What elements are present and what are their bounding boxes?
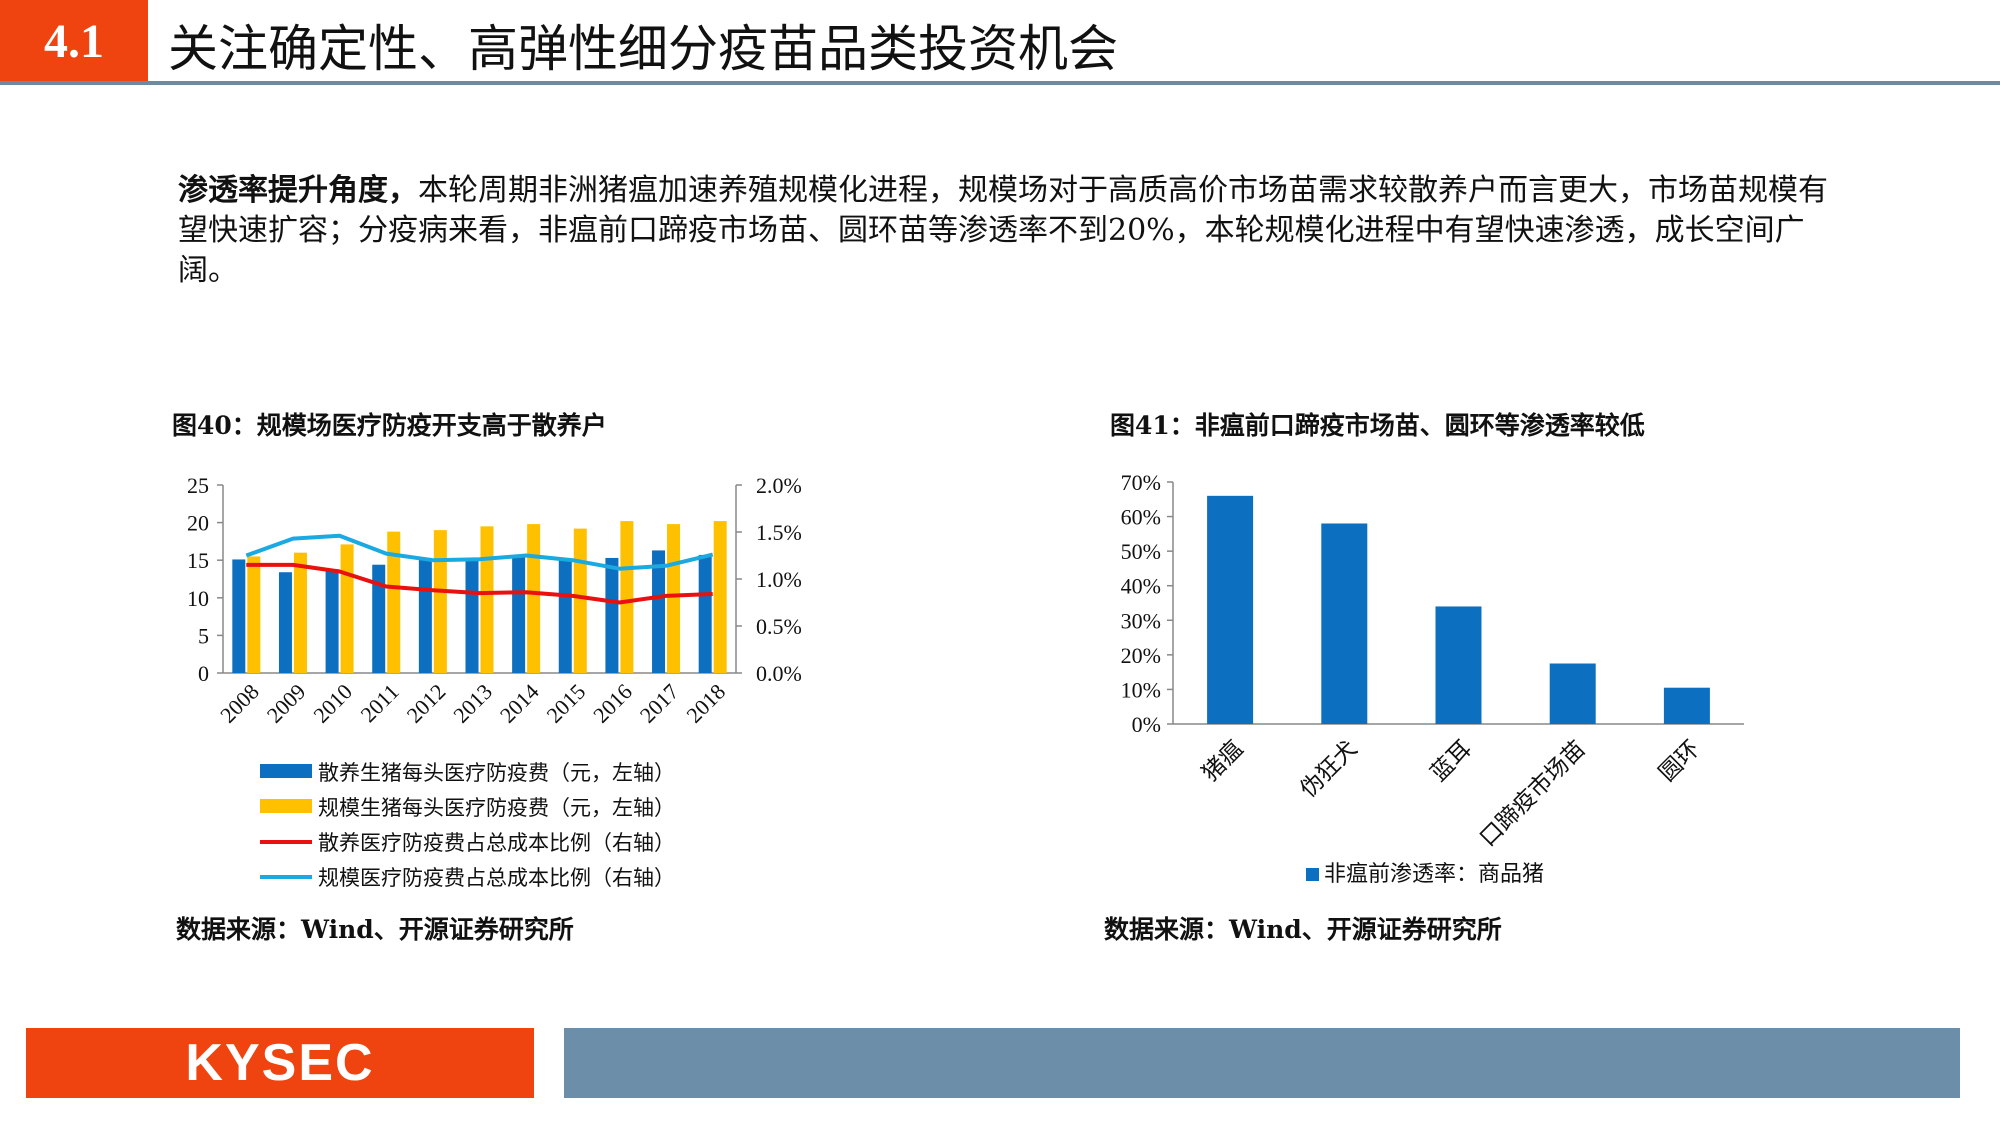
series-line <box>246 562 713 605</box>
bar <box>1663 687 1710 724</box>
bar <box>713 521 727 673</box>
y-tick-label: 60% <box>1121 505 1161 530</box>
y-tick-label: 30% <box>1121 608 1161 633</box>
legend-label: 规模生猪每头医疗防疫费（元，左轴） <box>318 796 675 820</box>
y-tick-label: 40% <box>1121 574 1161 599</box>
bar <box>433 530 447 673</box>
x-tick-label: 口蹄疫市场苗 <box>1475 736 1591 852</box>
legend-label: 散养生猪每头医疗防疫费（元，左轴） <box>318 761 675 785</box>
header-divider <box>0 81 2000 85</box>
bar <box>247 556 261 673</box>
bar <box>1321 523 1368 724</box>
bar <box>1435 606 1482 724</box>
footer-bar <box>564 1028 1960 1098</box>
right-tick-label: 0.5% <box>756 614 802 639</box>
x-tick-label: 2016 <box>588 679 637 728</box>
bar <box>1549 663 1596 724</box>
y-tick-label: 0% <box>1132 712 1161 737</box>
bar <box>325 569 339 673</box>
bar <box>1207 495 1254 724</box>
figure41-source: 数据来源：Wind、开源证券研究所 <box>1104 915 1502 944</box>
bar <box>232 559 246 673</box>
figure40-title: 图40：规模场医疗防疫开支高于散养户 <box>172 411 607 440</box>
legend-swatch <box>1306 868 1319 881</box>
y-tick-label: 10% <box>1121 677 1161 702</box>
bar <box>480 526 494 673</box>
x-tick-label: 2012 <box>402 679 451 728</box>
left-tick-label: 25 <box>187 473 209 498</box>
intro-paragraph: 渗透率提升角度，本轮周期非洲猪瘟加速养殖规模化进程，规模场对于高质高价市场苗需求… <box>178 171 1848 291</box>
x-tick-label: 2009 <box>262 679 311 728</box>
x-tick-label: 2013 <box>448 679 497 728</box>
x-tick-label: 蓝耳 <box>1426 736 1477 787</box>
bar <box>698 554 712 673</box>
x-tick-label: 2014 <box>495 679 544 728</box>
left-tick-label: 15 <box>187 548 209 573</box>
legend-swatch <box>260 764 312 778</box>
bar <box>573 528 587 673</box>
y-tick-label: 70% <box>1121 470 1161 495</box>
legend-label: 散养医疗防疫费占总成本比例（右轴） <box>318 831 675 855</box>
x-tick-label: 2011 <box>356 679 404 727</box>
y-tick-label: 50% <box>1121 539 1161 564</box>
x-tick-label: 2018 <box>681 679 730 728</box>
left-tick-label: 20 <box>187 511 209 536</box>
x-tick-label: 猪瘟 <box>1197 736 1248 787</box>
legend-label: 非瘟前渗透率：商品猪 <box>1324 862 1544 887</box>
legend-label: 规模医疗防疫费占总成本比例（右轴） <box>318 866 675 890</box>
bar <box>293 552 307 673</box>
right-tick-label: 2.0% <box>756 473 802 498</box>
right-tick-label: 0.0% <box>756 661 802 686</box>
bar <box>418 557 432 673</box>
x-tick-label: 2017 <box>635 679 684 728</box>
bar <box>465 557 479 673</box>
right-tick-label: 1.0% <box>756 567 802 592</box>
x-tick-label: 2015 <box>542 679 591 728</box>
bar <box>558 560 572 673</box>
x-tick-label: 2008 <box>215 679 264 728</box>
bar <box>278 572 292 673</box>
bar <box>512 556 526 673</box>
x-tick-label: 伪狂犬 <box>1295 736 1362 803</box>
left-tick-label: 5 <box>198 623 209 648</box>
page-title: 关注确定性、高弹性细分疫苗品类投资机会 <box>168 20 1118 78</box>
bar <box>372 564 386 673</box>
bar <box>667 524 681 673</box>
left-tick-label: 10 <box>187 586 209 611</box>
series-line <box>245 533 714 571</box>
bar <box>652 550 666 673</box>
legend-swatch <box>260 799 312 813</box>
bar <box>620 521 634 673</box>
right-tick-label: 1.5% <box>756 520 802 545</box>
intro-lead: 渗透率提升角度， <box>178 173 418 208</box>
section-number-badge: 4.1 <box>0 0 148 84</box>
bar <box>387 531 401 673</box>
y-tick-label: 20% <box>1121 643 1161 668</box>
bar <box>605 557 619 673</box>
kysec-logo: KYSEC <box>26 1028 534 1098</box>
bar <box>527 524 541 673</box>
figure40-chart: 05101520250.0%0.5%1.0%1.5%2.0%2008200920… <box>187 473 802 890</box>
x-tick-label: 圆环 <box>1654 736 1705 787</box>
bar <box>340 544 354 673</box>
left-tick-label: 0 <box>198 661 209 686</box>
intro-body: 本轮周期非洲猪瘟加速养殖规模化进程，规模场对于高质高价市场苗需求较散养户而言更大… <box>178 173 1828 288</box>
figure41-title: 图41：非瘟前口蹄疫市场苗、圆环等渗透率较低 <box>1110 411 1645 440</box>
x-tick-label: 2010 <box>308 679 357 728</box>
figure40-source: 数据来源：Wind、开源证券研究所 <box>176 915 574 944</box>
